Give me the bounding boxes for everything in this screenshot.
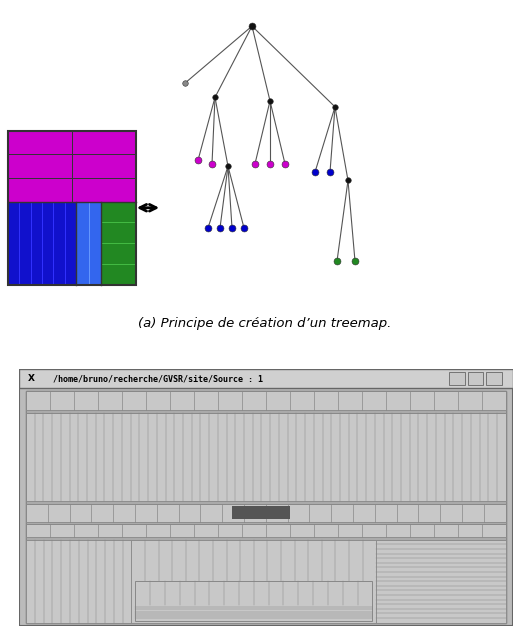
- Bar: [8, 202, 76, 285]
- Bar: [449, 372, 464, 385]
- Bar: [376, 540, 506, 623]
- Bar: [76, 202, 102, 285]
- Bar: [468, 372, 484, 385]
- Bar: [132, 540, 376, 623]
- Bar: [232, 506, 290, 520]
- Bar: [26, 524, 506, 537]
- Text: /home/bruno/recherche/GVSR/site/Source : 1: /home/bruno/recherche/GVSR/site/Source :…: [53, 374, 263, 383]
- Bar: [26, 540, 506, 623]
- Bar: [487, 372, 502, 385]
- Text: X: X: [28, 374, 34, 383]
- Bar: [135, 581, 372, 621]
- Bar: [102, 202, 136, 285]
- Bar: [8, 130, 136, 202]
- Bar: [26, 537, 506, 540]
- Bar: [26, 410, 506, 413]
- Bar: [26, 540, 132, 623]
- Bar: [8, 130, 136, 285]
- Text: (a) Principe de création d’un treemap.: (a) Principe de création d’un treemap.: [138, 317, 391, 330]
- Bar: [26, 501, 506, 504]
- Bar: [26, 504, 506, 522]
- Bar: [26, 413, 506, 501]
- Bar: [26, 391, 506, 410]
- Bar: [19, 369, 513, 388]
- Bar: [26, 522, 506, 524]
